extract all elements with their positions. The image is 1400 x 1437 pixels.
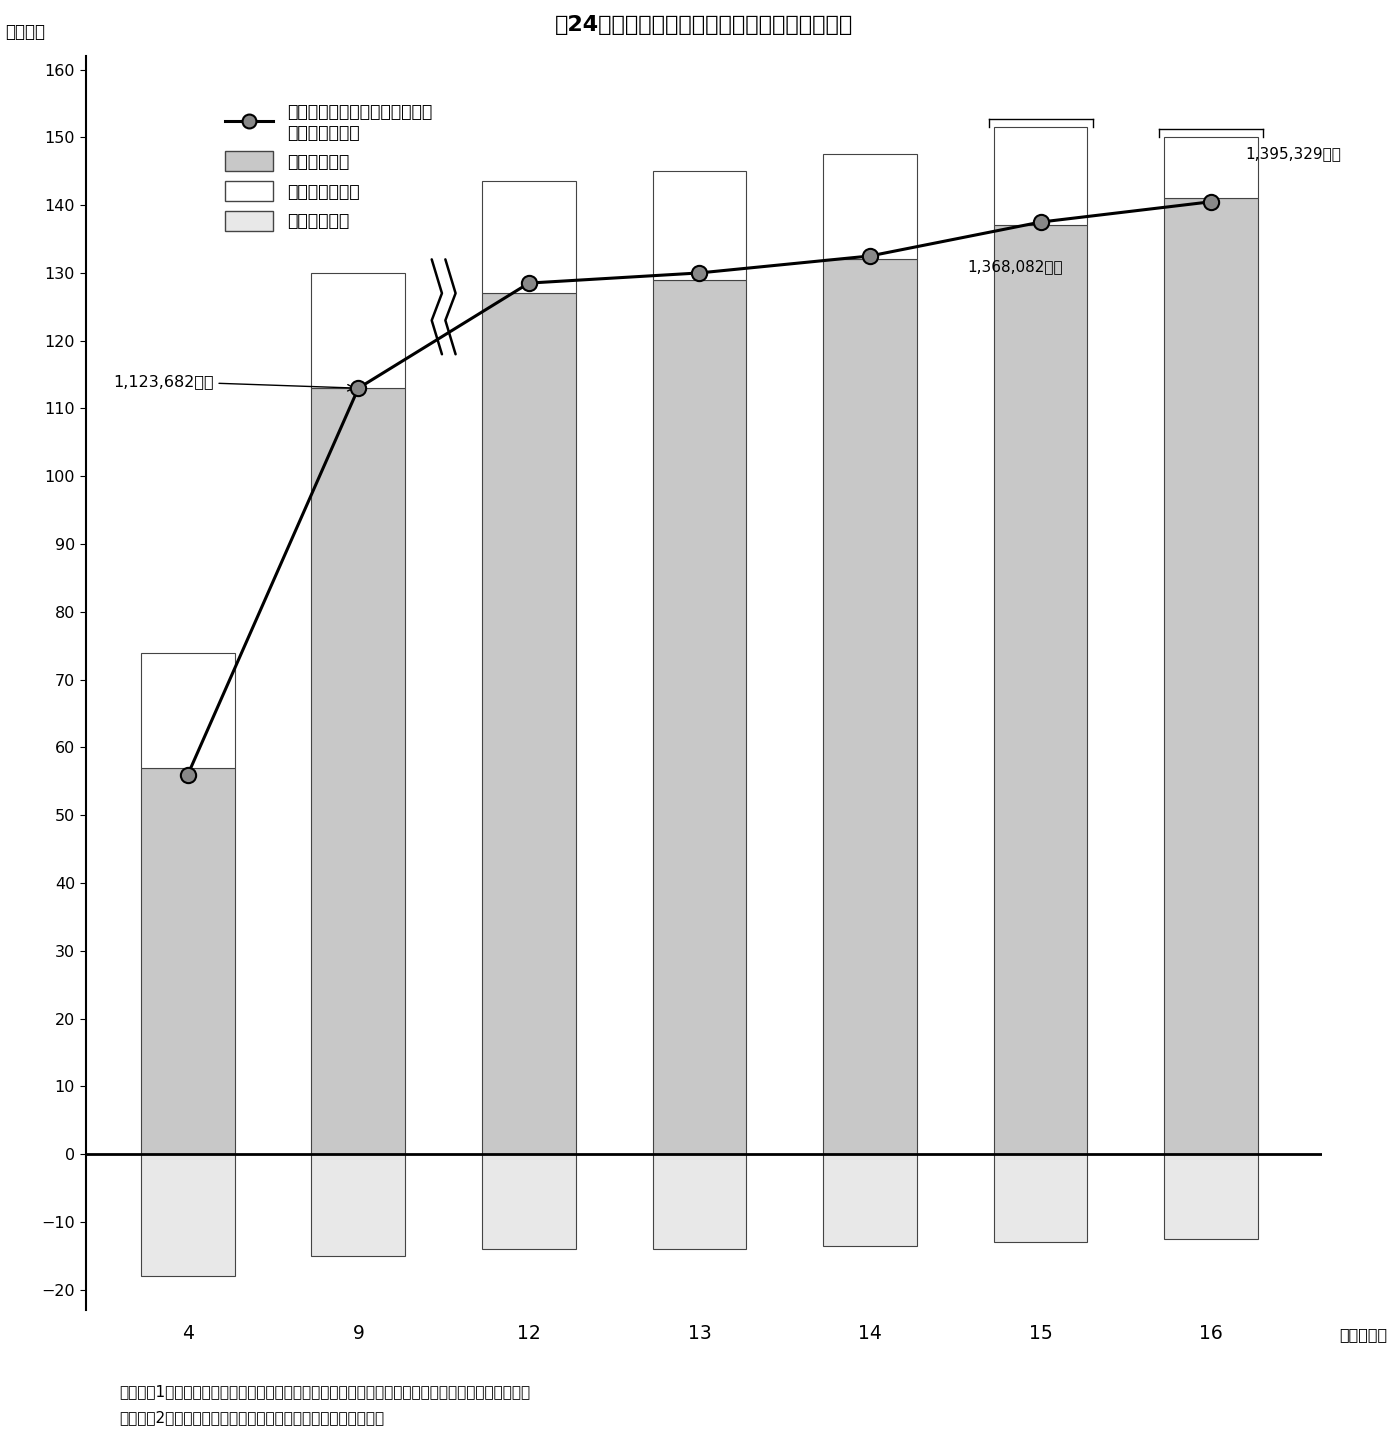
Bar <box>1165 138 1259 198</box>
Text: 1,395,329億円: 1,395,329億円 <box>1245 147 1341 161</box>
Bar <box>823 154 917 259</box>
Bar <box>994 1154 1088 1243</box>
Bar <box>652 280 746 1154</box>
Bar <box>482 181 575 293</box>
Bar <box>994 128 1088 226</box>
Bar <box>652 1154 746 1249</box>
Text: 1,123,682億円: 1,123,682億円 <box>113 374 354 391</box>
Bar <box>141 767 235 1154</box>
Bar <box>994 226 1088 1154</box>
Bar <box>823 1154 917 1246</box>
Text: 1,368,082億円: 1,368,082億円 <box>967 259 1063 274</box>
Title: 第24図　将来にわたる実質的な財政負担の推移: 第24図 将来にわたる実質的な財政負担の推移 <box>554 14 853 34</box>
Text: （注）　1　地方債現在高は、特定資金公共事業債及び特定資金公共投資事業債を除いた額である。: （注） 1 地方債現在高は、特定資金公共事業債及び特定資金公共投資事業債を除いた… <box>119 1385 531 1400</box>
Bar <box>482 293 575 1154</box>
Text: 2　債務負担行為額は、翌年度以降支出予定額である。: 2 債務負担行為額は、翌年度以降支出予定額である。 <box>119 1411 384 1426</box>
Text: （年度末）: （年度末） <box>1338 1326 1387 1342</box>
Bar <box>823 259 917 1154</box>
Bar <box>482 1154 575 1249</box>
Bar <box>1165 198 1259 1154</box>
Bar <box>652 171 746 280</box>
Bar <box>141 1154 235 1276</box>
Text: （兆円）: （兆円） <box>6 23 45 40</box>
Bar <box>311 388 405 1154</box>
Bar <box>141 652 235 767</box>
Bar <box>1165 1154 1259 1239</box>
Legend: 地方債現在高＋債務負担行為額
－積立金現在高, 地方債現在高, 債務負担行為額, 積立金現在高: 地方債現在高＋債務負担行為額 －積立金現在高, 地方債現在高, 債務負担行為額,… <box>218 96 440 237</box>
Bar <box>311 1154 405 1256</box>
Bar <box>311 273 405 388</box>
